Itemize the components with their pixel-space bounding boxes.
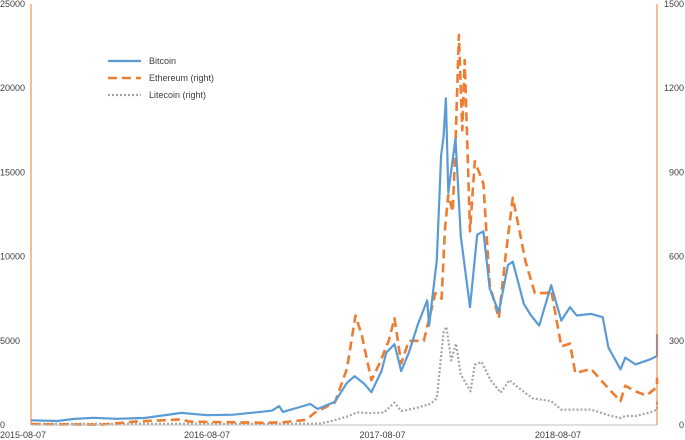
y-right-tick-label: 0 xyxy=(679,420,684,430)
y-right-tick-label: 600 xyxy=(669,252,684,262)
legend: Bitcoin Ethereum (right) Litecoin (right) xyxy=(108,56,214,100)
x-tick-label: 2016-08-07 xyxy=(184,430,230,440)
x-tick-label: 2015-08-07 xyxy=(0,430,46,440)
series-line-litecoin xyxy=(31,325,659,425)
y-left-tick-label: 10000 xyxy=(0,252,25,262)
y-left-tick-label: 20000 xyxy=(0,83,25,93)
y-left-tick-label: 15000 xyxy=(0,167,25,177)
y-right-tick-label: 900 xyxy=(669,167,684,177)
series-line-bitcoin xyxy=(30,97,659,423)
y-left-tick-label: 5000 xyxy=(0,336,20,346)
y-left-tick-label: 0 xyxy=(0,420,5,430)
y-right-tick-label: 1200 xyxy=(664,83,684,93)
y-right-tick-label: 1500 xyxy=(664,0,684,9)
legend-label: Bitcoin xyxy=(149,56,176,66)
x-tick-label: 2017-08-07 xyxy=(359,430,405,440)
axes xyxy=(30,4,658,426)
x-tick-label: 2018-08-07 xyxy=(535,430,581,440)
y-left-tick-label: 25000 xyxy=(0,0,25,9)
series-line-ethereum xyxy=(30,33,659,427)
plot-lines xyxy=(30,33,659,427)
legend-label: Litecoin (right) xyxy=(149,90,206,100)
y-right-tick-label: 300 xyxy=(669,336,684,346)
legend-label: Ethereum (right) xyxy=(149,73,214,83)
